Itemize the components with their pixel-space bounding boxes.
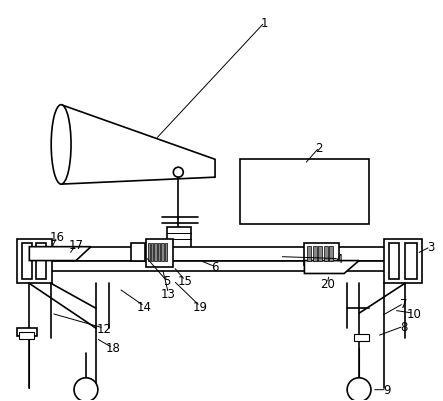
Polygon shape [304, 261, 359, 274]
Text: 19: 19 [193, 300, 208, 313]
Bar [165, 243, 167, 261]
Text: 3: 3 [427, 241, 434, 253]
Bar [17, 239, 52, 284]
Text: 10: 10 [406, 307, 421, 320]
Text: 18: 18 [105, 342, 120, 354]
Bar [17, 328, 37, 336]
Text: 20: 20 [320, 277, 335, 290]
Text: 17: 17 [69, 239, 84, 251]
Bar [19, 332, 34, 339]
Bar [329, 246, 333, 261]
Text: 14: 14 [137, 300, 152, 313]
Polygon shape [61, 105, 215, 184]
Text: 15: 15 [178, 274, 193, 287]
Bar [146, 239, 173, 267]
Bar [161, 243, 164, 261]
Polygon shape [29, 247, 91, 261]
Text: 6: 6 [211, 260, 219, 273]
Bar [389, 243, 399, 280]
Bar [23, 243, 32, 280]
Bar [29, 247, 405, 261]
Bar [324, 246, 328, 261]
Text: 12: 12 [96, 322, 111, 335]
Text: 1: 1 [261, 17, 268, 30]
Circle shape [74, 378, 98, 401]
Text: 4: 4 [335, 253, 343, 265]
Bar [405, 243, 417, 280]
Ellipse shape [51, 105, 71, 184]
Bar [240, 160, 369, 224]
Bar [319, 246, 323, 261]
Text: 13: 13 [161, 287, 176, 300]
Bar [36, 243, 46, 280]
Text: 2: 2 [315, 142, 323, 154]
Bar [29, 261, 405, 271]
Circle shape [173, 168, 183, 178]
Text: 7: 7 [400, 297, 408, 310]
Text: 8: 8 [400, 320, 408, 333]
Text: 16: 16 [50, 231, 65, 244]
Bar [304, 243, 339, 265]
Text: 9: 9 [383, 383, 391, 396]
Bar [131, 243, 144, 261]
Bar [354, 334, 369, 341]
Bar [148, 243, 150, 261]
Bar [167, 227, 191, 249]
Bar [151, 243, 153, 261]
Bar [313, 246, 317, 261]
Circle shape [347, 378, 371, 401]
Bar [307, 246, 311, 261]
Bar [155, 243, 157, 261]
Bar [158, 243, 160, 261]
Bar [384, 239, 422, 284]
Text: 5: 5 [163, 274, 170, 287]
